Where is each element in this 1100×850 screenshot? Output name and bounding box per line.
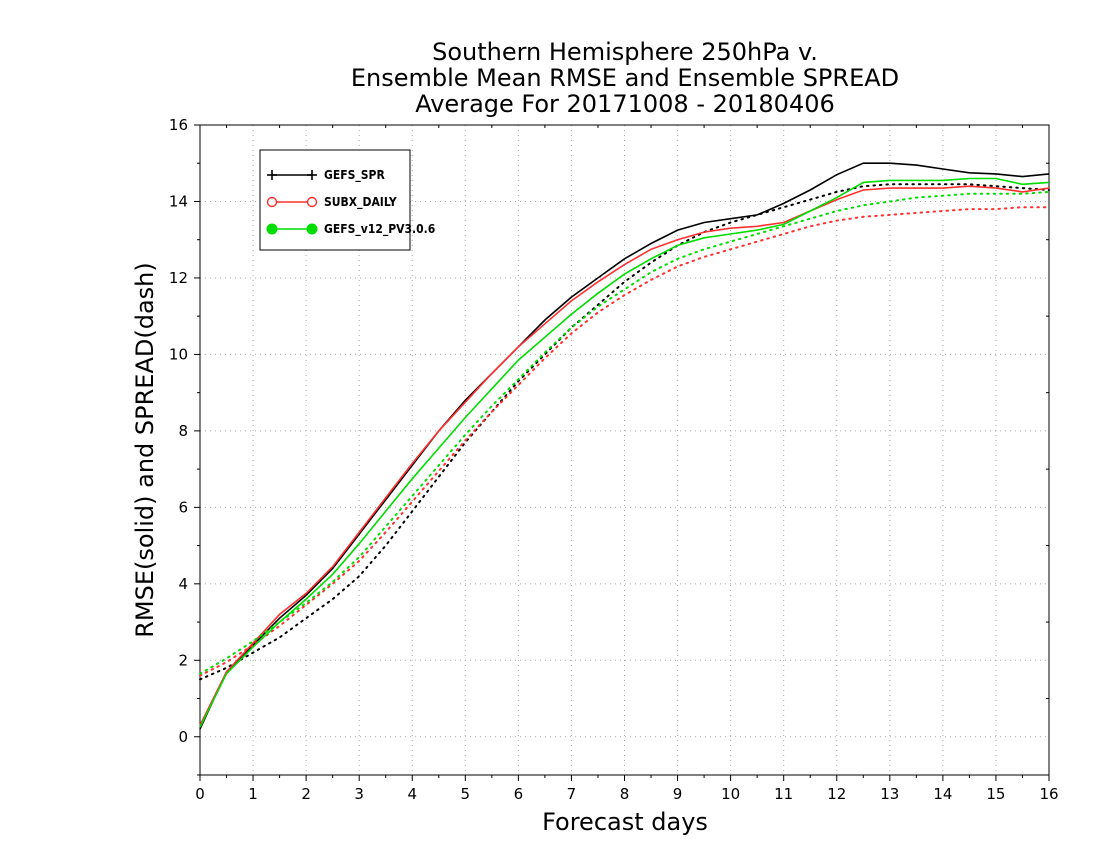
x-tick-label: 8 [620,785,630,803]
y-tick-label: 0 [178,728,188,746]
y-axis-label: RMSE(solid) and SPREAD(dash) [131,262,159,638]
chart-title-line-1: Southern Hemisphere 250hPa v. [432,38,818,66]
series-rmse-gefs-v12-pv3-0-6 [199,177,1050,728]
series-rmse-gefs-spr [199,162,1050,730]
series-spread-subx-daily [199,206,1050,677]
x-tick-label: 7 [567,785,577,803]
legend-marker-open-circle [306,196,318,208]
x-tick-label: 16 [1039,785,1058,803]
series-lines [199,162,1050,730]
y-tick-label: 12 [169,269,188,287]
legend-label: GEFS_v12_PV3.0.6 [324,222,435,237]
series-rmse-subx-daily [199,185,1050,726]
series-spread-gefs-spr [199,183,1050,681]
y-tick-label: 14 [169,192,188,210]
legend-marker-open-circle [266,196,278,208]
y-tick-label: 4 [178,575,188,593]
x-axis-label: Forecast days [542,808,708,836]
x-tick-label: 14 [933,785,952,803]
y-tick-label: 6 [178,498,188,516]
legend-marker-filled-circle [306,223,318,235]
x-tick-label: 11 [774,785,793,803]
x-tick-label: 2 [301,785,311,803]
x-tick-label: 5 [461,785,471,803]
y-tick-label: 16 [169,116,188,134]
y-tick-label: 8 [178,422,188,440]
y-tick-label: 2 [178,651,188,669]
y-tick-label: 10 [169,345,188,363]
x-tick-label: 0 [195,785,205,803]
x-tick-label: 3 [354,785,364,803]
legend-marker-filled-circle [266,223,278,235]
x-tick-label: 10 [721,785,740,803]
x-tick-label: 15 [986,785,1005,803]
legend-label: SUBX_DAILY [324,195,397,210]
legend-box [259,149,411,251]
x-tick-label: 9 [673,785,683,803]
legend: GEFS_SPR SUBX_DAILY GEFS_v12_PV3.0.6 [259,149,435,251]
chart-title-line-3: Average For 20171008 - 20180406 [415,90,835,118]
chart-title-line-2: Ensemble Mean RMSE and Ensemble SPREAD [350,64,900,92]
grid [200,125,1049,775]
x-tick-label: 12 [827,785,846,803]
x-tick-label: 4 [407,785,417,803]
x-tick-label: 6 [514,785,524,803]
legend-label: GEFS_SPR [324,168,385,183]
x-tick-label: 1 [248,785,258,803]
x-tick-label: 13 [880,785,899,803]
